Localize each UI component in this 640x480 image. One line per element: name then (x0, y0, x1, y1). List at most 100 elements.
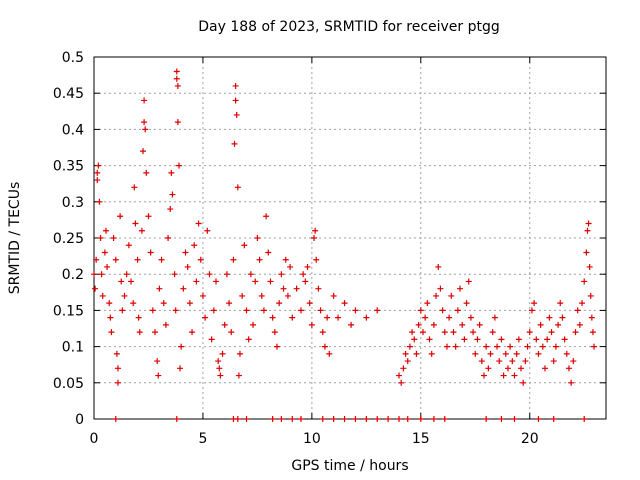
data-point (550, 416, 557, 422)
data-point (574, 307, 581, 314)
data-point (400, 365, 407, 372)
data-point (581, 278, 588, 285)
data-point (271, 329, 278, 336)
data-point (160, 300, 167, 307)
data-point (552, 343, 559, 350)
data-point (102, 227, 109, 234)
data-point (483, 343, 490, 350)
data-point (177, 365, 184, 372)
data-point (500, 372, 507, 379)
data-point (173, 75, 180, 82)
data-point (341, 416, 348, 422)
y-tick-label: 0.2 (62, 267, 84, 283)
y-tick-label: 0.45 (53, 86, 84, 102)
y-tick-label: 0.15 (53, 303, 84, 319)
data-point (568, 379, 575, 386)
data-point (341, 300, 348, 307)
data-point (319, 416, 326, 422)
data-point (114, 365, 121, 372)
data-point (265, 249, 272, 256)
data-point (374, 416, 381, 422)
data-point (136, 329, 143, 336)
data-point (243, 416, 250, 422)
y-tick-label: 0.3 (62, 195, 84, 211)
data-point (306, 300, 313, 307)
data-point (411, 336, 418, 343)
data-point (476, 321, 483, 328)
data-point (96, 198, 103, 205)
data-point (313, 256, 320, 263)
data-point (591, 343, 598, 350)
data-point (258, 292, 265, 299)
data-point (485, 365, 492, 372)
data-point (297, 416, 304, 422)
data-point (454, 307, 461, 314)
data-point (293, 285, 300, 292)
data-point (119, 307, 126, 314)
data-point (550, 358, 557, 365)
data-point (576, 321, 583, 328)
data-point (417, 307, 424, 314)
data-point (509, 358, 516, 365)
data-point (315, 285, 322, 292)
data-point (463, 300, 470, 307)
y-tick-label: 0.35 (53, 159, 84, 175)
data-point (415, 321, 422, 328)
data-point (284, 292, 291, 299)
data-point (199, 292, 206, 299)
data-point (457, 285, 464, 292)
data-point (219, 350, 226, 357)
data-point (256, 256, 263, 263)
data-point (104, 263, 111, 270)
data-point (515, 336, 522, 343)
data-point (234, 184, 241, 191)
data-point (546, 314, 553, 321)
data-point (450, 329, 457, 336)
data-point (478, 358, 485, 365)
data-point (472, 350, 479, 357)
data-point (252, 278, 259, 285)
data-point (101, 249, 108, 256)
data-point (162, 321, 169, 328)
x-tick-label: 15 (412, 431, 430, 447)
y-tick-label: 0.05 (53, 376, 84, 392)
data-point (446, 314, 453, 321)
data-point (480, 372, 487, 379)
y-tick-label: 0.4 (62, 122, 84, 138)
data-point (245, 336, 252, 343)
data-point (491, 314, 498, 321)
data-point (570, 358, 577, 365)
data-point (206, 271, 213, 278)
data-point (94, 169, 101, 176)
data-point (231, 140, 238, 147)
data-point (276, 300, 283, 307)
data-point (232, 97, 239, 104)
data-point (128, 278, 135, 285)
data-point (197, 256, 204, 263)
data-point (173, 68, 180, 75)
data-point (531, 300, 538, 307)
data-point (507, 343, 514, 350)
data-point (300, 271, 307, 278)
data-point (487, 350, 494, 357)
data-point (406, 343, 413, 350)
data-point (142, 126, 149, 133)
data-point (588, 314, 595, 321)
data-point (156, 285, 163, 292)
data-point (465, 278, 472, 285)
y-tick-label: 0.5 (62, 50, 84, 66)
data-point (114, 379, 121, 386)
data-point (274, 343, 281, 350)
data-point (223, 271, 230, 278)
data-point (524, 343, 531, 350)
data-point (579, 300, 586, 307)
data-point (121, 292, 128, 299)
data-point (186, 300, 193, 307)
data-point (537, 321, 544, 328)
data-point (563, 350, 570, 357)
data-point (138, 227, 145, 234)
data-point (213, 278, 220, 285)
data-point (280, 285, 287, 292)
data-point (140, 148, 147, 155)
data-point (118, 278, 125, 285)
